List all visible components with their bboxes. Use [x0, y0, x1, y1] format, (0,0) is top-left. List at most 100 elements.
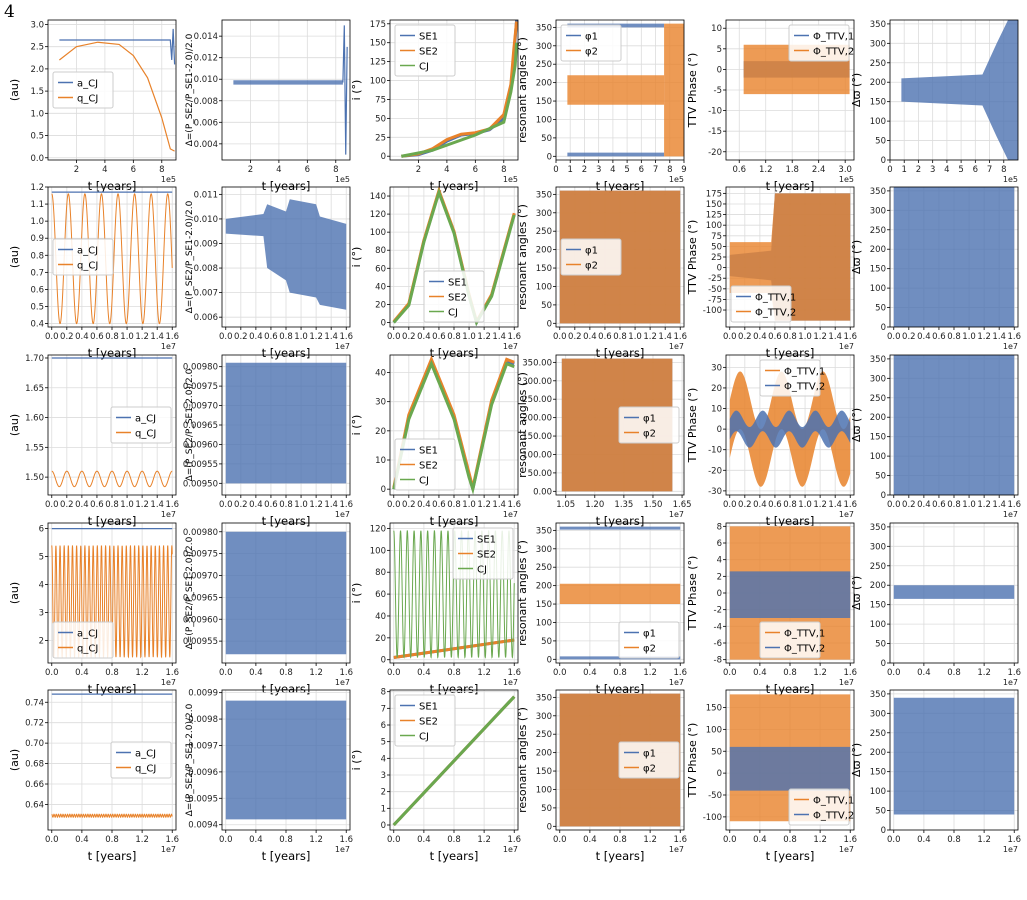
y-tick-label: 0	[717, 65, 722, 75]
x-tick-label: 0.4	[75, 500, 89, 510]
y-tick-label: 8	[381, 688, 386, 698]
series-data	[893, 187, 1015, 327]
legend-label: Φ_TTV,2	[784, 644, 825, 655]
x-tick-label: 1.2	[977, 835, 991, 845]
legend-box	[618, 741, 680, 779]
panel-r3-c5: 0.0 0.2 0.4 0.6 0.8 1.0 1.2 1.4 1.6 -30 -20 -10 0 10 2…	[686, 354, 857, 528]
y-tick-label: 0	[547, 655, 552, 665]
y-tick-label: 3	[39, 609, 44, 619]
y-tick-label: 0.4	[30, 320, 44, 330]
x-tick-label: 1.2	[643, 668, 657, 678]
x-axis-label: t [years]	[596, 682, 645, 696]
x-tick-label: 0.6	[768, 500, 782, 510]
x-tick-label: 1.6	[165, 500, 179, 510]
x-tick-label: 0.6	[90, 332, 104, 342]
legend: SE1 SE2 CJ	[394, 438, 456, 491]
legend-label: SE1	[419, 446, 438, 457]
y-tick-label: -50	[708, 791, 722, 801]
y-axis-label: (au)	[8, 414, 21, 436]
y-tick-label: 350	[870, 690, 886, 700]
x-tick-label: 0.8	[105, 332, 119, 342]
panel-r4-c1: 0.0 0.4 0.8 1.2 1.6 2 3 4 5 6 1e7 t [years] (au) a_CJ…	[8, 522, 179, 696]
y-tick-label: 50	[711, 747, 722, 757]
y-tick-label: 0.00955	[183, 637, 218, 647]
y-tick-label: 0.00965	[183, 593, 218, 603]
x-tick-label: 1.4	[658, 332, 672, 342]
x-tick-label: 2	[248, 165, 253, 175]
x-tick-label: 0.2	[738, 332, 752, 342]
x-tick-label: 0.8	[105, 500, 119, 510]
x-offset-label: 1e7	[335, 510, 350, 519]
legend-label: Φ_TTV,2	[755, 308, 796, 319]
legend-label: Φ_TTV,1	[755, 293, 796, 304]
x-tick-label: 1.4	[150, 332, 164, 342]
legend-label: CJ	[419, 476, 429, 487]
y-tick-label: 0.00955	[183, 460, 218, 470]
x-tick-label: 0.6	[932, 332, 946, 342]
x-tick-label: 0.2	[738, 500, 752, 510]
x-tick-label: 0.6	[432, 500, 446, 510]
y-tick-label: 0.0095	[188, 794, 218, 804]
x-tick-label: 1.6	[1007, 668, 1021, 678]
x-tick-label: 1.4	[828, 332, 842, 342]
y-tick-label: 1.5	[30, 87, 44, 97]
plot-area	[729, 371, 851, 487]
x-offset-label: 1e7	[1003, 342, 1018, 351]
series-data	[901, 20, 1018, 160]
y-tick-label: 100	[706, 221, 722, 231]
panel-r4-c4: 0.0 0.4 0.8 1.2 1.6 0 50 100 150 200 250 300 350 1e7 t…	[516, 522, 687, 696]
x-tick-label: 2	[582, 165, 587, 175]
y-axis-label: TTV Phase (°)	[686, 53, 699, 129]
x-tick-label: 1.05	[556, 500, 575, 510]
plot-area	[51, 357, 173, 488]
y-tick-label: 350	[870, 187, 886, 197]
panel-r3-c4: 1.05 1.20 1.35 1.50 1.65 0.00 50.00 100.00 150.0…	[516, 354, 692, 528]
y-tick-label: 150	[536, 264, 552, 274]
y-tick-label: 2.0	[30, 65, 44, 75]
x-tick-label: 1.0	[120, 332, 134, 342]
y-tick-label: 350	[536, 190, 552, 200]
series--2	[559, 583, 681, 605]
x-tick-label: 1.6	[1007, 500, 1021, 510]
x-offset-label: 1e7	[503, 678, 518, 687]
x-tick-label: 0.4	[417, 332, 431, 342]
y-tick-label: 0.014	[194, 32, 218, 42]
x-tick-label: 1.4	[828, 500, 842, 510]
y-tick-label: 125	[370, 58, 386, 68]
x-tick-label: 0.4	[75, 835, 89, 845]
plot-area	[561, 358, 673, 492]
x-tick-label: 1.2	[477, 835, 491, 845]
legend-label: SE1	[448, 278, 467, 289]
x-tick-label: 0.0	[387, 835, 401, 845]
x-tick-label: 1.2	[759, 165, 773, 175]
x-tick-label: 1.6	[843, 500, 857, 510]
axes-frame	[221, 522, 351, 664]
x-tick-label: 0.0	[553, 835, 567, 845]
series--2	[561, 358, 673, 492]
legend-label: Φ_TTV,1	[813, 32, 854, 43]
x-axis-label: t [years]	[430, 179, 479, 193]
series-a-cj	[59, 28, 176, 65]
y-tick-label: 0.009	[194, 239, 218, 249]
x-tick-label: 1.2	[477, 668, 491, 678]
y-tick-label: 350	[536, 23, 552, 33]
y-tick-label: 300	[536, 712, 552, 722]
plot-area	[901, 20, 1018, 160]
x-axis-label: t [years]	[88, 179, 137, 193]
y-tick-label: 0.00980	[183, 528, 218, 538]
x-tick-label: 0.8	[447, 668, 461, 678]
x-tick-label: 0.4	[583, 332, 597, 342]
y-tick-label: 2.5	[30, 43, 44, 53]
x-tick-label: 1.4	[992, 332, 1006, 342]
x-offset-label: 1e7	[839, 510, 854, 519]
x-tick-label: 0.0	[553, 332, 567, 342]
x-offset-label: 1e7	[335, 342, 350, 351]
legend: SE1 SE2 CJ	[394, 694, 456, 747]
x-offset-label: 1e7	[161, 342, 176, 351]
x-tick-label: 1.2	[309, 500, 323, 510]
panel-r2-c3: 0.0 0.2 0.4 0.6 0.8 1.0 1.2 1.4 1.6 0 20 40 60 80 100 1…	[350, 186, 521, 360]
legend-label: SE1	[419, 702, 438, 713]
